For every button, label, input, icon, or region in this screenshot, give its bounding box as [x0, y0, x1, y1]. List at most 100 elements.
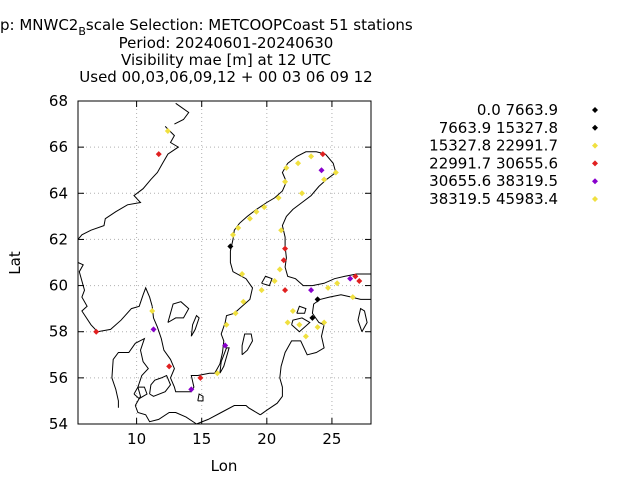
station-point — [325, 284, 332, 291]
station-point — [275, 194, 282, 201]
coastline-segment — [77, 126, 180, 240]
legend-label: 7663.9 15327.8 — [439, 119, 558, 137]
y-tick-label: 66 — [49, 138, 68, 156]
legend-marker — [592, 160, 598, 167]
station-point — [276, 266, 283, 273]
station-point — [349, 294, 356, 301]
station-point — [321, 319, 328, 326]
station-point — [246, 215, 253, 222]
coastline-segment — [174, 102, 190, 125]
station-point — [308, 287, 315, 294]
station-points — [93, 127, 363, 393]
coastline-segment — [296, 305, 307, 314]
y-ticks: 54 56 58 60 62 64 66 68 — [49, 92, 371, 433]
coastline-segment — [241, 333, 254, 356]
coastline-segment — [219, 347, 230, 374]
station-point — [93, 328, 100, 335]
station-point — [278, 227, 285, 234]
station-point — [332, 169, 339, 176]
station-point — [318, 167, 325, 174]
station-point — [223, 321, 230, 328]
x-axis-label: Lon — [211, 457, 238, 475]
legend-marker — [592, 142, 598, 149]
station-point — [280, 257, 287, 264]
station-point — [289, 307, 296, 314]
legend-label: 0.0 7663.9 — [477, 101, 558, 119]
header-line1: p: MNWC2Bscale Selection: METCOOPCoast 5… — [0, 16, 413, 38]
station-point — [356, 277, 363, 284]
y-tick-label: 62 — [49, 230, 68, 248]
station-point — [188, 386, 195, 393]
station-point — [309, 314, 316, 321]
station-point — [197, 374, 204, 381]
coastline-segment — [357, 307, 368, 332]
x-tick-label: 15 — [192, 430, 211, 448]
y-tick-label: 56 — [49, 369, 68, 387]
coastline-segment — [133, 386, 148, 400]
coastline-segment — [261, 275, 273, 287]
x-tick-label: 25 — [322, 430, 341, 448]
station-point — [149, 307, 156, 314]
station-point — [283, 164, 290, 171]
station-point — [295, 160, 302, 167]
coastline-segment — [260, 294, 371, 416]
coastline-segment — [149, 374, 172, 397]
station-point — [155, 151, 162, 158]
y-tick-label: 54 — [49, 415, 68, 433]
y-tick-label: 68 — [49, 92, 68, 110]
station-point — [253, 208, 260, 215]
station-point — [164, 127, 171, 134]
plot-frame — [77, 100, 372, 425]
station-point — [308, 153, 315, 160]
station-point — [282, 245, 289, 252]
legend-label: 15327.8 22991.7 — [429, 137, 558, 155]
station-point — [271, 277, 278, 284]
y-tick-label: 60 — [49, 277, 68, 295]
station-point — [240, 298, 247, 305]
station-point — [334, 280, 341, 287]
coastline — [77, 102, 371, 425]
station-point — [314, 324, 321, 331]
header-parameter: Visibility mae [m] at 12 UTC — [121, 51, 331, 69]
station-point — [229, 231, 236, 238]
station-point — [214, 370, 221, 377]
legend-marker — [592, 124, 598, 131]
station-point — [347, 275, 354, 282]
coastline-segment — [134, 405, 261, 425]
station-point — [258, 287, 265, 294]
header-period: Period: 20240601-20240630 — [119, 34, 334, 52]
station-point — [232, 310, 239, 317]
station-point — [282, 178, 289, 185]
coastline-segment — [281, 153, 371, 287]
header-used: Used 00,03,06,09,12 + 00 03 06 09 12 — [79, 68, 372, 86]
y-tick-label: 64 — [49, 184, 68, 202]
grid — [78, 100, 371, 425]
coastline-segment — [291, 317, 311, 333]
station-point — [319, 151, 326, 158]
coastline-segment — [190, 314, 200, 337]
station-point — [261, 204, 268, 211]
legend-marker — [592, 196, 598, 202]
x-tick-label: 20 — [257, 430, 276, 448]
station-point — [227, 243, 234, 250]
coastline-segment — [151, 151, 326, 393]
station-point — [314, 296, 321, 303]
station-point — [282, 287, 289, 294]
station-point — [150, 326, 157, 333]
station-point — [302, 333, 309, 340]
coastline-segment — [111, 337, 149, 408]
station-point — [239, 271, 246, 278]
legend-label: 30655.6 38319.5 — [429, 172, 558, 190]
station-point — [298, 190, 305, 197]
legend-marker — [592, 178, 598, 185]
y-tick-label: 58 — [49, 323, 68, 341]
legend-label: 38319.5 45983.4 — [429, 190, 558, 208]
coastline-segment — [197, 393, 204, 402]
coastline-segment — [77, 262, 153, 333]
y-axis-label: Lat — [6, 251, 24, 275]
station-point — [284, 319, 291, 326]
coastline-segment — [167, 301, 190, 323]
